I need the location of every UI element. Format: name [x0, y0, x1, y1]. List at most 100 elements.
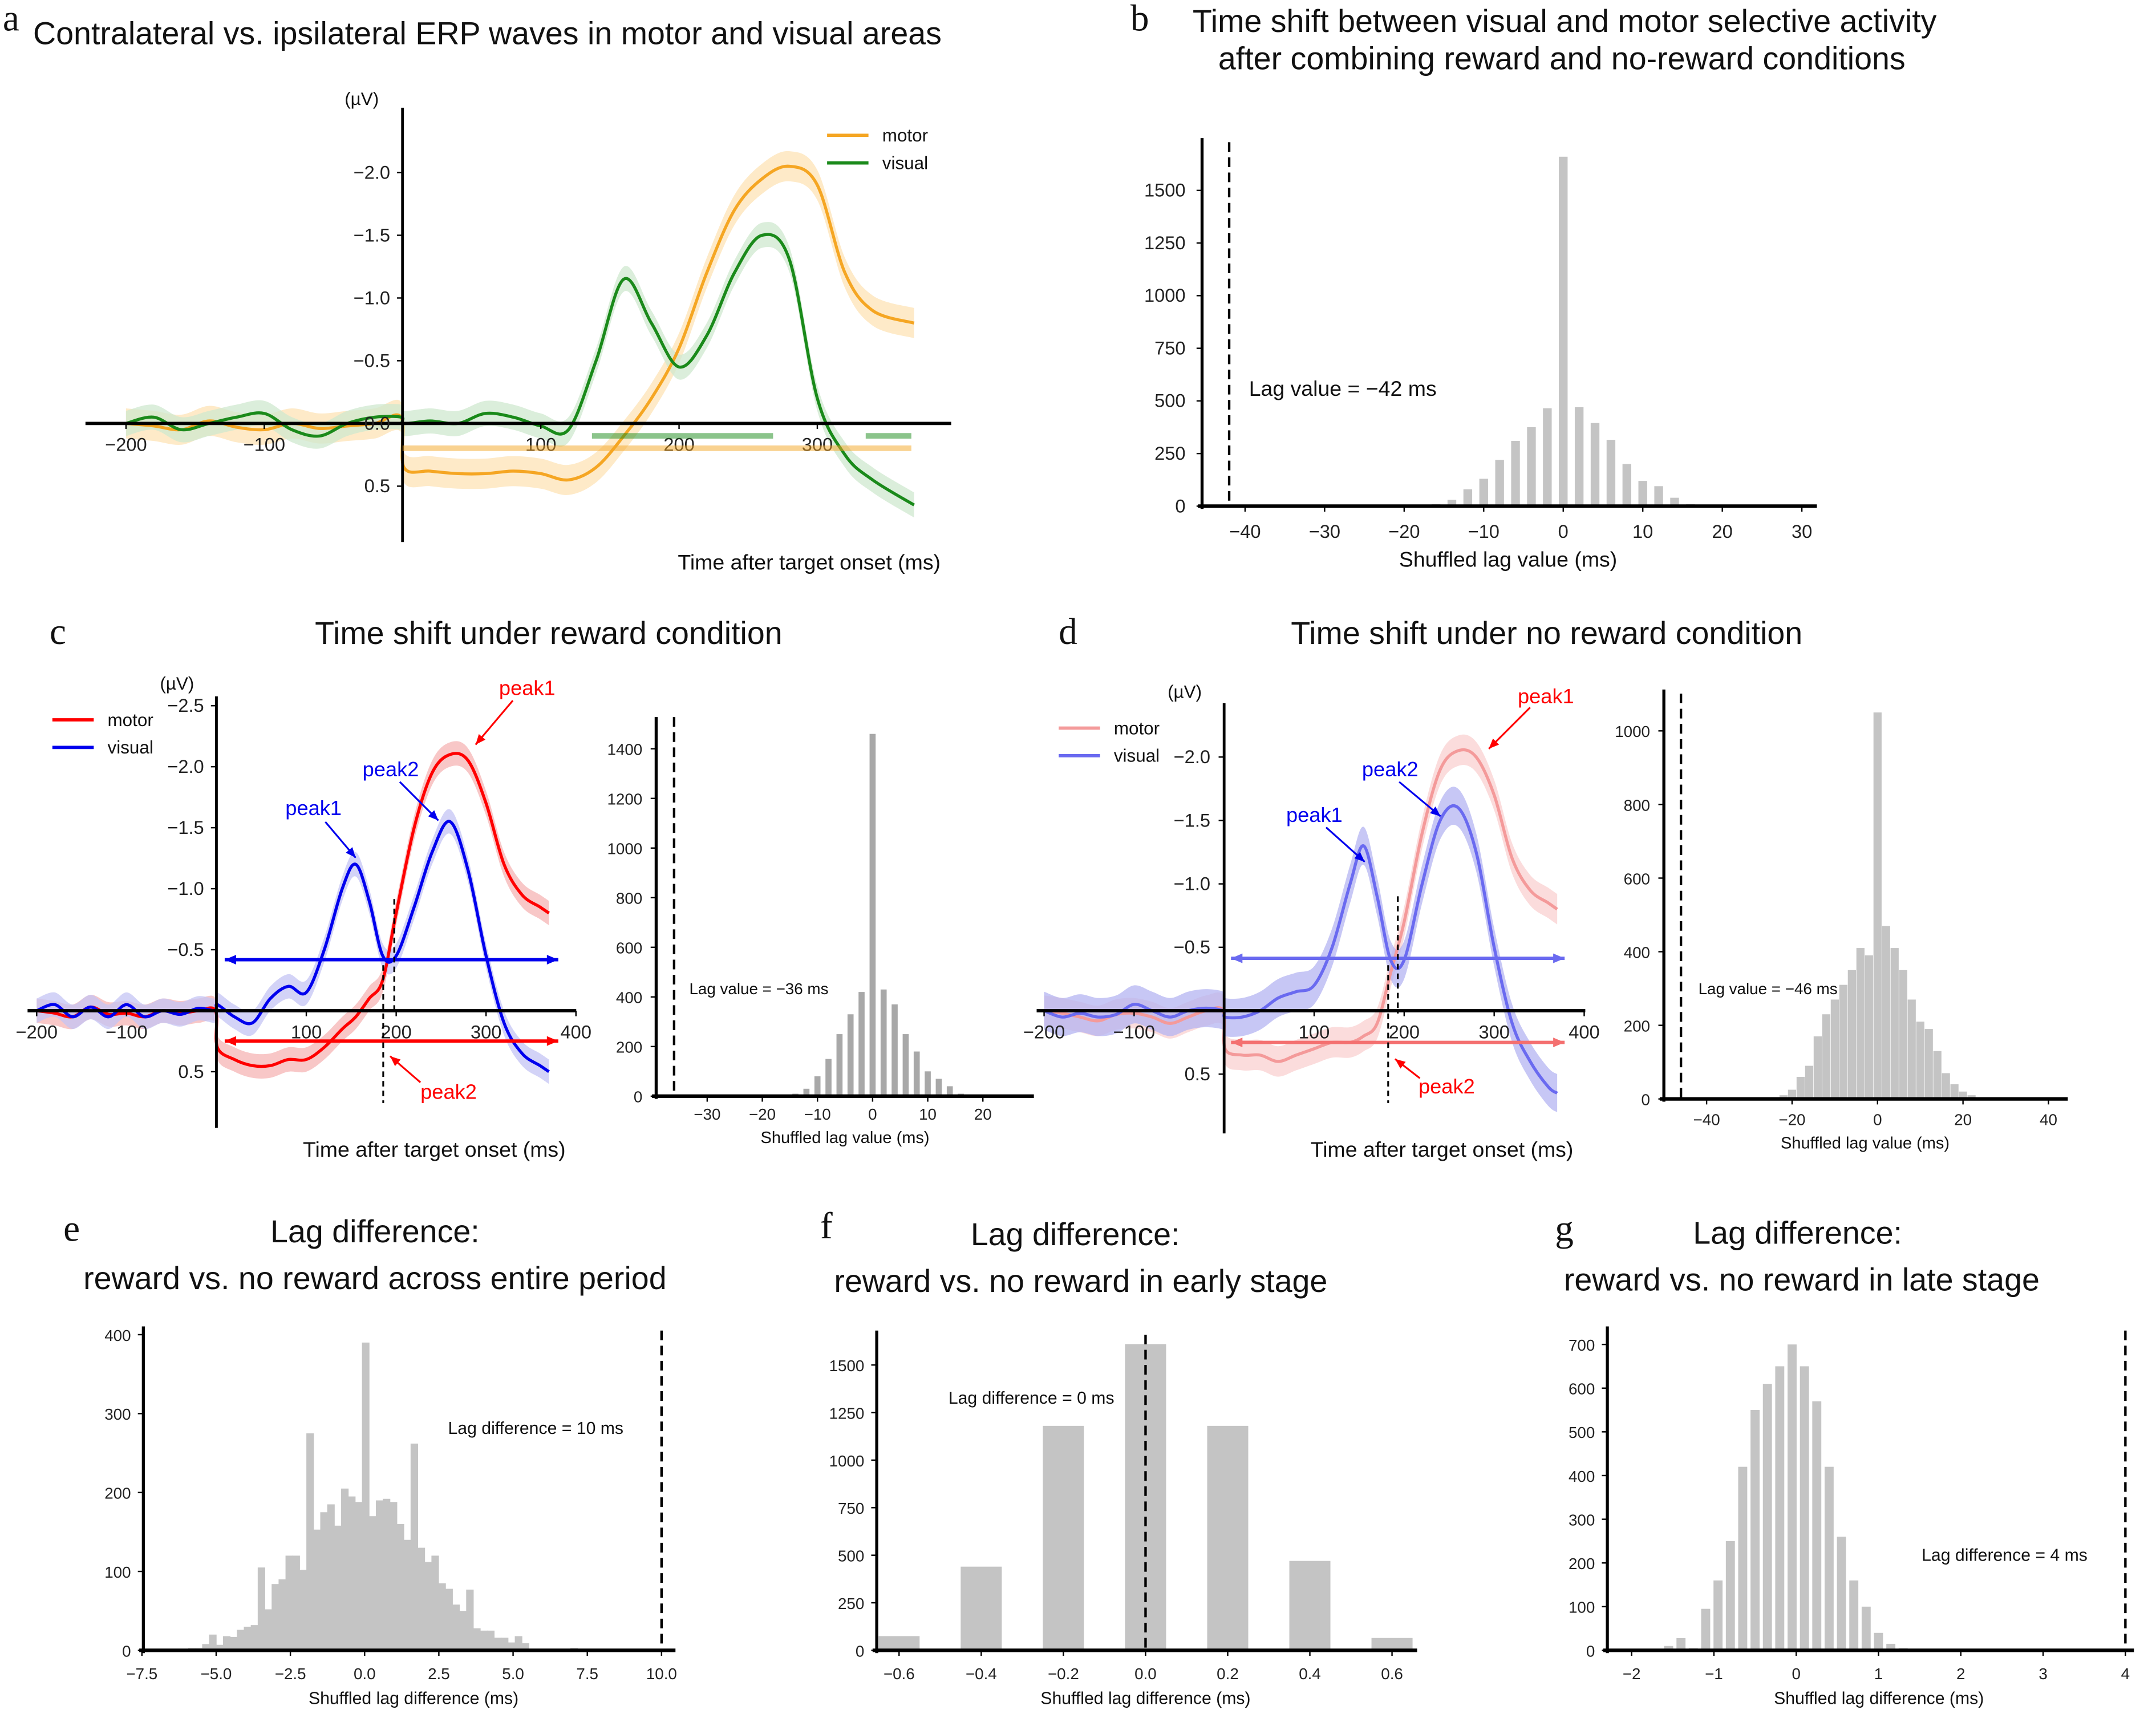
histogram-bar [383, 1498, 391, 1651]
histogram-bar [1664, 1646, 1673, 1651]
histogram-bar [1800, 1366, 1809, 1651]
x-tick-label: 300 [802, 434, 833, 455]
histogram-bar [1959, 1091, 1967, 1099]
f-histogram [872, 1330, 1417, 1654]
panel-d-peak1-motor-label: peak1 [1518, 684, 1574, 708]
x-tick-label: −100 [244, 434, 285, 455]
histogram-bar [466, 1589, 474, 1651]
y-tick-label: 1400 [607, 741, 642, 759]
x-tick-label: 0 [868, 1105, 877, 1123]
histogram-bar [1812, 1401, 1822, 1651]
histogram-bar [1874, 1632, 1883, 1651]
x-tick-label: −0.6 [884, 1665, 915, 1683]
y-tick-label: −1.0 [167, 878, 204, 899]
visual-confidence-band [1044, 787, 1558, 1112]
y-tick-label: 100 [1569, 1599, 1595, 1616]
panel-g-letter: g [1555, 1209, 1574, 1250]
panel-a-unit: (µV) [345, 89, 379, 109]
x-tick-label: 0.2 [1217, 1665, 1239, 1683]
peak1-visual-arrow [325, 821, 356, 858]
y-tick-label: 500 [838, 1547, 864, 1565]
g-ticks: −2 −1 0 1 2 3 4 0 100 200 300 400 500 600 700 [1569, 1336, 2130, 1683]
histogram-bar [1788, 1344, 1797, 1651]
visual-confidence-band [125, 222, 914, 518]
histogram-bar [1543, 408, 1552, 506]
motor-line [36, 752, 550, 1068]
x-tick-label: −5.0 [201, 1665, 232, 1683]
x-tick-label: −20 [1778, 1111, 1805, 1129]
histogram-bar [1559, 156, 1568, 506]
histogram-bar [1824, 1466, 1834, 1651]
y-tick-label: −0.5 [1174, 937, 1210, 958]
x-tick-label: −200 [16, 1021, 58, 1042]
histogram-bar [473, 1628, 481, 1651]
panel-d-hist-xlabel: Shuffled lag value (ms) [1781, 1134, 1950, 1153]
y-tick-label: 750 [838, 1500, 864, 1517]
histogram-bar [320, 1512, 328, 1651]
y-tick-label: 100 [104, 1563, 131, 1581]
x-tick-label: 200 [380, 1021, 411, 1042]
x-tick-label: −40 [1229, 521, 1261, 542]
y-tick-label: 0.0 [364, 412, 390, 433]
arrowhead [1553, 1038, 1565, 1048]
panel-b-xlabel: Shuffled lag value (ms) [1399, 548, 1617, 572]
legend-label-visual: visual [1114, 746, 1160, 766]
histogram-bar [292, 1555, 300, 1651]
y-tick-label: 0 [634, 1088, 642, 1106]
x-tick-label: −1 [1705, 1665, 1723, 1683]
motor-span-arrow [224, 1036, 558, 1046]
histogram-bar [403, 1539, 411, 1651]
histogram-bar [362, 1342, 370, 1651]
panel-b-annotation: Lag value = −42 ms [1249, 376, 1437, 400]
y-tick-label: 1500 [1144, 180, 1186, 201]
histogram-bar [1638, 481, 1647, 506]
panel-a-title: Contralateral vs. ipsilateral ERP waves … [33, 16, 942, 51]
histogram-bar [1574, 407, 1584, 506]
arrowhead [1430, 807, 1441, 817]
histogram-bar [348, 1496, 356, 1651]
histogram-bar [1822, 1014, 1830, 1099]
y-tick-label: 400 [1569, 1468, 1595, 1485]
panel-f-xlabel: Shuffled lag difference (ms) [1040, 1689, 1250, 1708]
y-tick-label: 400 [1624, 943, 1650, 961]
histogram-bar [341, 1488, 349, 1651]
y-tick-label: −1.5 [354, 224, 390, 245]
arrowhead [224, 1036, 236, 1046]
histogram-bar [1511, 440, 1520, 506]
panel-b-title-line2: after combining reward and no-reward con… [1218, 40, 1906, 76]
peak1-motor-arrow [475, 700, 514, 745]
histogram-bar [313, 1529, 321, 1651]
peak2-visual-arrow [399, 781, 439, 821]
histogram-bar [925, 1071, 931, 1096]
y-tick-label: 1500 [829, 1357, 865, 1375]
histogram-bar [1207, 1425, 1249, 1651]
y-tick-label: −0.5 [167, 939, 204, 960]
histogram-bar [418, 1547, 425, 1651]
x-tick-label: 100 [291, 1021, 322, 1042]
visual-span-arrow [224, 955, 558, 965]
histogram-bar [424, 1562, 432, 1651]
panel-d-xlabel: Time after target onset (ms) [1311, 1137, 1574, 1161]
y-tick-label: 700 [1569, 1336, 1595, 1354]
histogram-bar [946, 1086, 953, 1096]
panel-c-peak2-visual-label: peak2 [363, 757, 419, 781]
histogram-bar [390, 1502, 398, 1651]
panel-c-xlabel: Time after target onset (ms) [303, 1137, 566, 1161]
x-tick-label: −10 [804, 1105, 831, 1123]
histogram-bar [1670, 497, 1679, 506]
panel-e-title-line1: Lag difference: [270, 1214, 480, 1249]
histogram-bar [1886, 1643, 1896, 1651]
motor-confidence-band [125, 151, 914, 495]
histogram-bar [880, 989, 887, 1096]
legend-label-visual: visual [882, 153, 928, 173]
panel-c-letter: c [50, 611, 66, 653]
x-tick-label: 0 [1792, 1665, 1800, 1683]
d-erp-ticks: −200 −100 100 200 300 400 −2.0 −1.5 −1.0 −0.5 0.5 [1023, 746, 1600, 1084]
c-erp-plot: motor visual [27, 696, 577, 1128]
arrowhead [1489, 738, 1500, 749]
panel-c-unit: (µV) [160, 674, 194, 694]
panel-f-title-line2: reward vs. no reward in early stage [834, 1263, 1327, 1299]
histogram-bar [913, 1051, 920, 1096]
y-tick-label: −2.0 [1174, 746, 1210, 767]
